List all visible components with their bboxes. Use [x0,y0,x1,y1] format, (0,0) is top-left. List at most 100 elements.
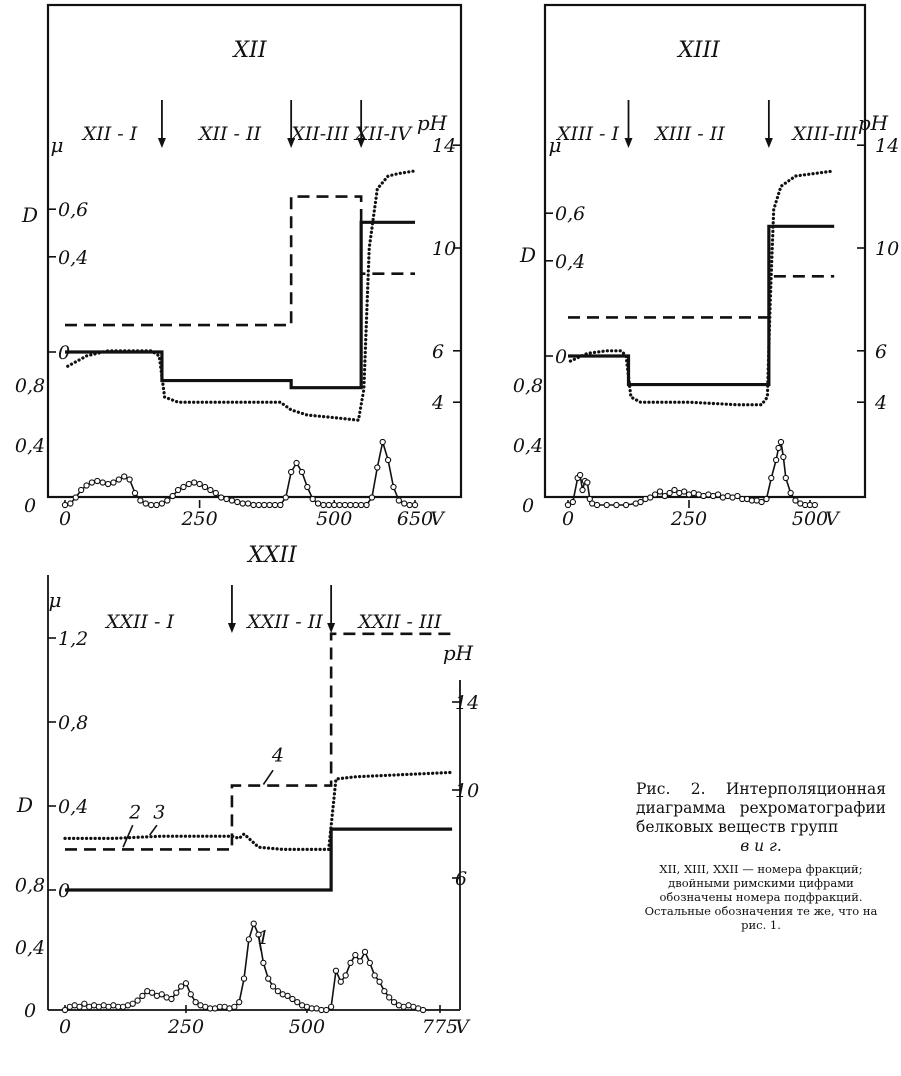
ph-tick-label: 14 [432,135,456,157]
density-point [347,959,354,967]
density-point [196,480,203,488]
density-point [99,479,106,486]
ph-tick-label: 6 [432,341,444,363]
d-tick-label: 0,4 [15,435,45,457]
density-point [207,486,214,494]
density-point [131,489,139,497]
d-tick-label: 0,4 [513,435,543,457]
boundary-arrowhead [357,138,366,148]
mu-tick-label: 0,4 [58,796,88,818]
density-point [384,456,392,464]
x-tick-label: 0 [59,1016,71,1038]
density-point [734,492,741,500]
density-point [325,501,332,509]
density-point [126,476,133,483]
density-point [294,998,301,1006]
density-point [78,486,85,494]
d-axis-label: D [519,243,536,267]
density-point [236,998,243,1006]
density-point [182,980,190,987]
density-point [363,501,370,509]
density-point [134,997,141,1004]
chart-panel-xiii: XIII XIII - I XIII - II XIII-III Dμ pH 0 0,4 0,8… [513,3,899,530]
ph-axis-label: pH [443,641,474,665]
ph-axis-label: pH [417,111,448,135]
panel-frame [543,3,867,499]
x-axis-label: V [825,508,841,530]
density-point [331,501,338,509]
density-point [320,501,327,509]
density-point [76,1003,83,1011]
density-point [381,988,388,995]
density-point [250,501,257,509]
density-point [231,1003,238,1011]
density-point [142,500,149,507]
chart-panel-xxii: XXII XXII - I XXII - II XXII - III Dμ pH 0 0,4 0… [15,543,479,1038]
subfraction-label: XXII - I [104,611,175,633]
density-point [158,500,166,507]
figure-caption: Рис. 2. Интерполяционная диаграмма рехро… [636,780,886,932]
density-point [250,920,257,927]
density-point [288,468,295,476]
density-point [148,989,156,996]
curve-label: 2 [128,802,141,824]
density-point [244,500,252,507]
density-point [352,951,359,959]
density-point [277,501,284,509]
caption-groups: в и г. [740,837,782,855]
density-point [647,494,654,501]
density-point [661,492,668,500]
density-point [379,438,386,446]
mu-tick-label: 0 [58,342,70,364]
d-axis-label: D [16,793,33,817]
density-point [336,501,343,509]
d-tick-label: 0,8 [15,375,45,397]
density-point [603,501,610,509]
density-point [137,497,144,504]
density-point [187,991,194,998]
subfraction-label: XII-IV [353,123,413,145]
ph-axis-label: pH [858,111,889,135]
density-point [622,501,630,509]
ph-series-line [65,632,453,851]
density-point [240,975,248,982]
density-point [180,483,187,491]
density-point [327,1003,335,1011]
x-tick-label: 250 [180,508,217,530]
d-tick-label: 0,4 [15,937,45,959]
density-point [148,501,155,509]
density-series-line [64,921,424,1011]
ph-measured-series-line [63,770,454,851]
density-point [366,959,373,967]
d-tick-label: 0 [24,1000,36,1022]
density-point [228,497,236,504]
density-point [67,500,74,507]
density-point [357,958,364,965]
density-point [284,992,291,1000]
density-point [255,501,262,509]
x-tick-label: 650 [397,508,433,530]
x-tick-label: 250 [167,1016,204,1038]
subfraction-label: XIII - II [653,123,725,145]
ph-tick-label: 14 [455,692,479,714]
subfraction-label: XIII - I [555,123,620,145]
mu-tick-label: 0,4 [555,251,585,273]
density-point [110,479,117,486]
density-point [218,494,225,501]
panel-title: XII [231,38,267,63]
x-tick-label: 250 [670,508,707,530]
mu-tick-label: 0,4 [58,247,88,269]
density-point [274,988,282,995]
density-point [139,992,146,1000]
x-axis-label: V [455,1016,471,1038]
density-point [780,453,787,461]
subfraction-label: XII - I [81,123,138,145]
ph-tick-label: 10 [875,238,899,260]
mu-tick-label: 1,2 [58,628,88,650]
x-tick-label: 0 [562,508,574,530]
ph-tick-label: 6 [875,341,887,363]
density-point [72,494,79,501]
chart-panel-xii: XII XII - I XII - II XII-III XII-IV Dμ pH 0 0,4 0… [15,3,463,530]
density-point [374,464,381,471]
density-point [265,975,272,982]
